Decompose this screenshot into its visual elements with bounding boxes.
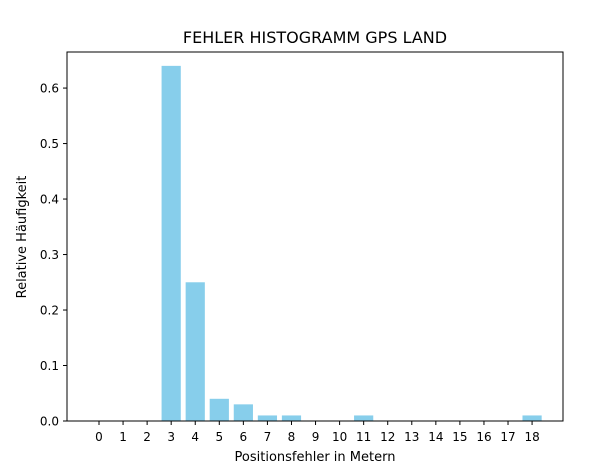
y-tick-label: 0.5 [40,137,59,151]
bar-3 [161,65,181,422]
y-tick-label: 0.4 [40,193,59,207]
y-axis-ticks: 0.0 0.1 0.2 0.3 0.4 0.5 0.6 [40,82,67,429]
y-tick-label: 0.3 [40,248,59,262]
x-tick-label: 12 [380,430,395,444]
x-tick-label: 17 [500,430,515,444]
bar-18 [522,415,542,421]
x-tick-label: 13 [404,430,419,444]
x-tick-label: 11 [356,430,371,444]
bar-11 [354,415,374,421]
x-tick-label: 2 [143,430,151,444]
x-axis-label: Positionsfehler in Metern [235,450,396,465]
x-tick-label: 9 [312,430,320,444]
x-tick-label: 18 [524,430,539,444]
bars-layer [161,65,542,422]
x-tick-label: 4 [191,430,199,444]
y-tick-label: 0.6 [40,82,59,96]
x-tick-label: 10 [332,430,347,444]
x-tick-label: 0 [95,430,103,444]
plot-frame [66,51,564,422]
x-tick-label: 15 [452,430,467,444]
y-tick-label: 0.0 [40,415,59,429]
bar-5 [209,398,229,421]
x-tick-label: 6 [240,430,248,444]
x-axis-ticks: 0 1 2 3 4 5 6 7 8 9 10 11 12 13 14 15 16 17 18 [95,421,540,444]
bar-6 [233,404,253,421]
x-tick-label: 14 [428,430,443,444]
x-tick-label: 8 [288,430,296,444]
x-tick-label: 5 [215,430,223,444]
bar-7 [257,415,278,421]
y-axis-label: Relative Häufigkeit [15,176,30,299]
x-tick-label: 16 [476,430,491,444]
y-tick-label: 0.2 [40,304,59,318]
bar-8 [281,415,302,421]
x-tick-label: 3 [167,430,175,444]
y-tick-label: 0.1 [40,359,59,373]
chart-title: FEHLER HISTOGRAMM GPS LAND [183,28,447,47]
x-tick-label: 7 [264,430,272,444]
bar-4 [185,282,205,421]
x-tick-label: 1 [119,430,127,444]
